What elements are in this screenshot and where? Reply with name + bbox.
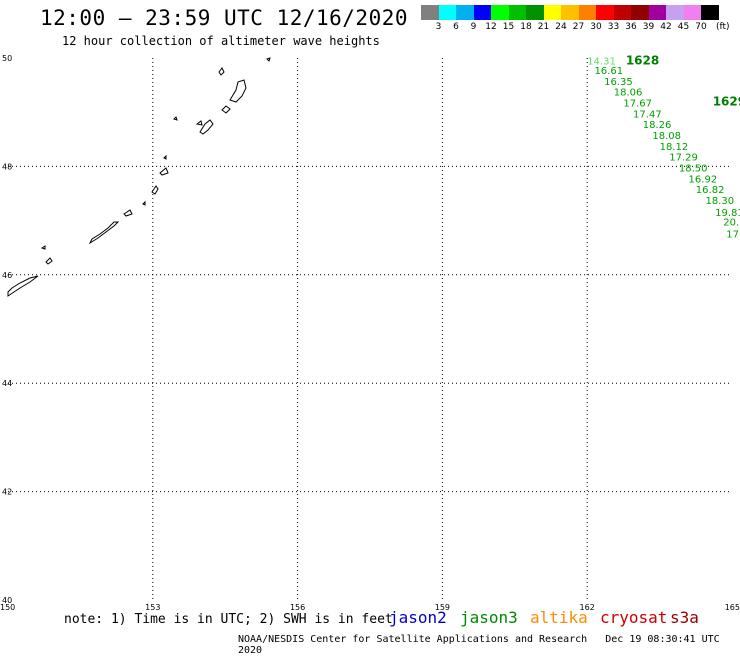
satellite-name-s3a: s3a bbox=[670, 608, 699, 627]
chart-subtitle: 12 hour collection of altimeter wave hei… bbox=[62, 34, 380, 48]
latitude-labels: 50 48 46 44 42 40 bbox=[2, 54, 12, 605]
colorbar-swatch bbox=[473, 5, 491, 20]
colorbar-tick-label: 36 bbox=[625, 22, 637, 32]
swh-value-label: 16.82 bbox=[696, 185, 725, 196]
longitude-tick-label: 162 bbox=[580, 603, 595, 612]
track-labels: 1628 1629 bbox=[626, 54, 740, 109]
swh-value-label: 20.2 bbox=[723, 218, 740, 229]
longitude-tick-label: 165 bbox=[725, 603, 740, 612]
longitude-tick-label: 156 bbox=[290, 603, 305, 612]
island-shape bbox=[45, 257, 53, 265]
colorbar-swatch bbox=[491, 5, 509, 20]
island-shape bbox=[151, 185, 159, 195]
colorbar-tick-label: 18 bbox=[520, 22, 532, 32]
colorbar-tick-label: 70 bbox=[695, 22, 707, 32]
footer-note: note: 1) Time is in UTC; 2) SWH is in fe… bbox=[64, 612, 393, 627]
swh-value-label: 19.81 bbox=[715, 208, 740, 219]
colorbar-tick-label: 39 bbox=[642, 22, 655, 32]
island-shape bbox=[195, 120, 203, 126]
footer-credit: NOAA/NESDIS Center for Satellite Applica… bbox=[238, 634, 740, 656]
latitude-tick-label: 44 bbox=[2, 379, 12, 388]
longitude-tick-label: 159 bbox=[435, 603, 450, 612]
latitude-tick-label: 46 bbox=[2, 271, 12, 280]
satellite-name-cryosat: cryosat bbox=[600, 608, 668, 627]
swh-value-label: 16.35 bbox=[604, 77, 633, 88]
longitude-tick-label: 153 bbox=[145, 603, 160, 612]
swh-value-label: 18.50 bbox=[679, 163, 708, 174]
colorbar-tick-label: 45 bbox=[677, 22, 690, 32]
satellite-name-altika: altika bbox=[530, 608, 588, 627]
colorbar-tick-label: 6 bbox=[453, 22, 459, 32]
colorbar-swatch bbox=[683, 5, 701, 20]
latitude-tick-label: 48 bbox=[2, 162, 12, 171]
latitude-tick-label: 40 bbox=[2, 596, 12, 605]
swh-value-label: 16.61 bbox=[594, 66, 623, 77]
colorbar-swatch bbox=[613, 5, 631, 20]
island-shape bbox=[163, 154, 167, 160]
latitude-tick-label: 50 bbox=[2, 54, 12, 63]
colorbar-swatch bbox=[666, 5, 684, 20]
swh-value-label: 17 bbox=[726, 230, 739, 241]
satellite-name-jason2: jason2 bbox=[389, 608, 447, 627]
swh-value-label: 18.12 bbox=[660, 142, 689, 153]
longitude-tick-label: 150 bbox=[0, 603, 15, 612]
map-gridlines bbox=[8, 58, 732, 600]
colorbar-swatch bbox=[421, 5, 439, 20]
island-shape bbox=[159, 167, 169, 176]
colorbar-unit: (ft) bbox=[716, 22, 730, 32]
colorbar-swatch bbox=[596, 5, 614, 20]
swh-value-label: 17.47 bbox=[633, 109, 662, 120]
coastline-kuril-islands bbox=[7, 57, 271, 297]
island-shape bbox=[199, 119, 214, 135]
colorbar-swatch bbox=[578, 5, 596, 20]
island-shape bbox=[88, 221, 120, 245]
latitude-tick-label: 42 bbox=[2, 488, 12, 497]
island-shape bbox=[123, 209, 133, 217]
swh-value-label: 17.29 bbox=[669, 153, 698, 164]
swh-value-label: 16.92 bbox=[689, 174, 718, 185]
colorbar-tick-label: 3 bbox=[435, 22, 442, 32]
colorbar-swatch bbox=[561, 5, 579, 20]
island-shape bbox=[218, 67, 225, 76]
swh-value-label: 18.26 bbox=[643, 120, 672, 131]
island-shape bbox=[173, 116, 178, 121]
track-id-label: 1629 bbox=[713, 94, 740, 108]
colorbar-swatch bbox=[631, 5, 649, 20]
colorbar-swatch bbox=[526, 5, 544, 20]
colorbar-swatch bbox=[543, 5, 561, 20]
island-shape bbox=[266, 57, 271, 62]
colorbar bbox=[421, 5, 719, 20]
island-shape bbox=[229, 79, 247, 103]
swh-value-label: 18.30 bbox=[705, 196, 734, 207]
colorbar-tick-label: 9 bbox=[470, 22, 477, 32]
colorbar-tick-label: 33 bbox=[607, 22, 620, 32]
chart-title: 12:00 – 23:59 UTC 12/16/2020 bbox=[40, 6, 409, 30]
colorbar-swatch bbox=[508, 5, 526, 20]
island-shape bbox=[7, 275, 39, 297]
swh-value-label: 18.08 bbox=[652, 131, 681, 142]
colorbar-swatch bbox=[701, 5, 719, 20]
swh-value-label: 18.06 bbox=[614, 88, 643, 99]
satellite-name-jason3: jason3 bbox=[460, 608, 518, 627]
colorbar-tick-label: 21 bbox=[537, 22, 550, 32]
colorbar-swatch bbox=[456, 5, 474, 20]
island-shape bbox=[40, 245, 46, 250]
colorbar-swatch bbox=[648, 5, 666, 20]
colorbar-tick-label: 42 bbox=[660, 22, 672, 32]
track-id-label: 1628 bbox=[626, 54, 659, 68]
swh-value-label: 17.67 bbox=[623, 98, 652, 109]
colorbar-tick-label: 12 bbox=[485, 22, 497, 32]
island-shape bbox=[221, 105, 231, 114]
island-shape bbox=[142, 200, 146, 206]
colorbar-tick-label: 15 bbox=[502, 22, 515, 32]
swh-value-label: 14.31 bbox=[587, 57, 616, 68]
colorbar-tick-label: 24 bbox=[555, 22, 567, 32]
swh-observations: 14.3116.6116.3518.0617.6717.4718.2618.08… bbox=[587, 57, 740, 241]
colorbar-tick-label: 27 bbox=[572, 22, 585, 32]
credit-text: NOAA/NESDIS Center for Satellite Applica… bbox=[238, 634, 588, 645]
colorbar-swatch bbox=[438, 5, 456, 20]
longitude-labels: 150 153 156 159 162 165 bbox=[0, 603, 740, 612]
colorbar-tick-label: 30 bbox=[590, 22, 602, 32]
